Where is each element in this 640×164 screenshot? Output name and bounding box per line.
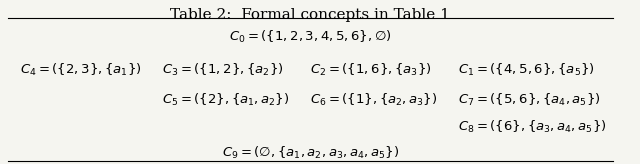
Text: $C_9 = (\emptyset,\{a_1,a_2,a_3,a_4,a_5\})$: $C_9 = (\emptyset,\{a_1,a_2,a_3,a_4,a_5\… — [221, 145, 399, 161]
Text: $C_3 = (\{1,2\},\{a_2\})$: $C_3 = (\{1,2\},\{a_2\})$ — [162, 62, 284, 78]
Text: Table 2:  Formal concepts in Table 1: Table 2: Formal concepts in Table 1 — [170, 8, 450, 22]
Text: $C_0 = (\{1,2,3,4,5,6\},\emptyset)$: $C_0 = (\{1,2,3,4,5,6\},\emptyset)$ — [229, 28, 392, 44]
Text: $C_8 = (\{6\},\{a_3,a_4,a_5\})$: $C_8 = (\{6\},\{a_3,a_4,a_5\})$ — [458, 119, 607, 135]
Text: $C_7 = (\{5,6\},\{a_4,a_5\})$: $C_7 = (\{5,6\},\{a_4,a_5\})$ — [458, 92, 601, 108]
Text: $C_1 = (\{4,5,6\},\{a_5\})$: $C_1 = (\{4,5,6\},\{a_5\})$ — [458, 62, 595, 78]
Text: $C_2 = (\{1,6\},\{a_3\})$: $C_2 = (\{1,6\},\{a_3\})$ — [310, 62, 431, 78]
Text: $C_4 = (\{2,3\},\{a_1\})$: $C_4 = (\{2,3\},\{a_1\})$ — [20, 62, 141, 78]
Text: $C_5 = (\{2\},\{a_1,a_2\})$: $C_5 = (\{2\},\{a_1,a_2\})$ — [162, 92, 289, 108]
Text: $C_6 = (\{1\},\{a_2,a_3\})$: $C_6 = (\{1\},\{a_2,a_3\})$ — [310, 92, 438, 108]
